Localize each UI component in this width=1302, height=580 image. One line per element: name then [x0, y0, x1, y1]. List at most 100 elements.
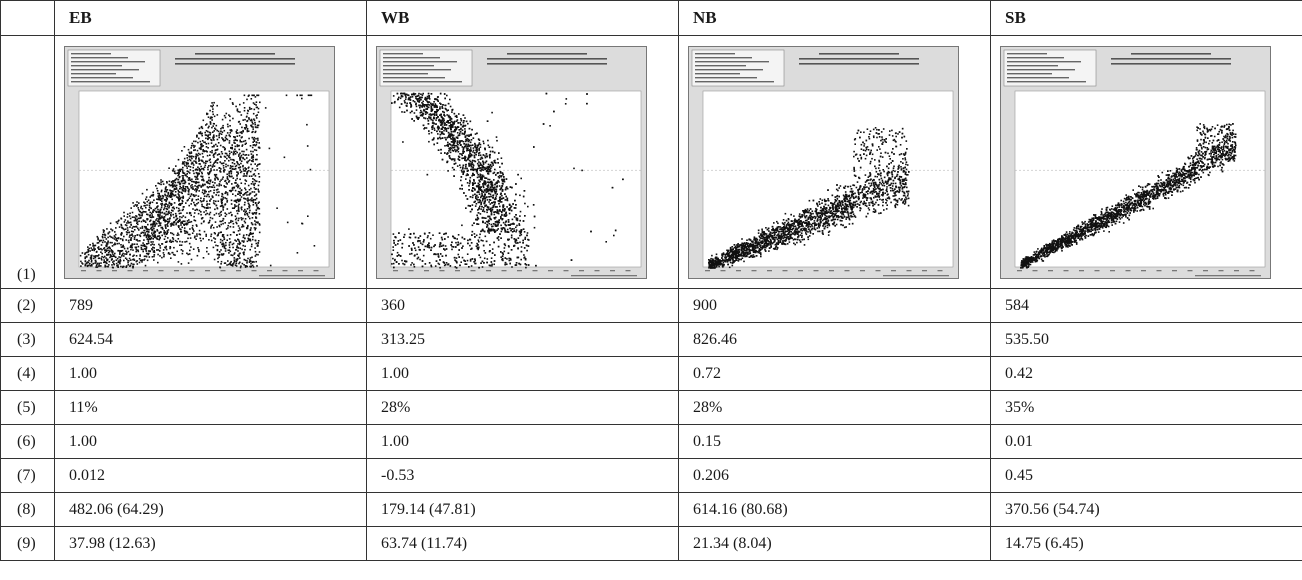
cell-nb: 0.72 — [678, 356, 991, 391]
row-label: (6) — [0, 424, 55, 459]
cell-wb: -0.53 — [366, 458, 679, 493]
axis-tick-mark — [517, 269, 522, 271]
axis-title-mark — [883, 274, 949, 276]
cell-nb: 900 — [678, 288, 991, 323]
axis-tick-mark — [298, 269, 303, 271]
axis-tick-mark — [1172, 269, 1177, 271]
axis-tick-mark — [720, 269, 726, 271]
header-row: EB WB NB SB — [0, 0, 1302, 36]
scatter-points — [79, 94, 316, 268]
axis-tick-mark — [96, 269, 102, 271]
row-label: (5) — [0, 390, 55, 425]
cell-eb: 37.98 (12.63) — [54, 526, 367, 561]
axis-tick-mark — [563, 269, 569, 271]
cell-nb: 21.34 (8.04) — [678, 526, 991, 561]
results-table: EB WB NB SB (1) (2) 789 360 900 — [0, 0, 1302, 561]
axis-tick-mark — [393, 269, 398, 271]
axis-tick-mark — [236, 269, 241, 271]
axis-tick-mark — [1234, 269, 1239, 271]
col-header-sb: SB — [990, 0, 1302, 36]
cell-sb: 584 — [990, 288, 1302, 323]
scatter-points — [391, 92, 624, 269]
table-row-2: (2) 789 360 900 584 — [0, 288, 1302, 323]
cell-sb: 0.01 — [990, 424, 1302, 459]
cell-eb: 1.00 — [54, 424, 367, 459]
table-row-4: (4) 1.00 1.00 0.72 0.42 — [0, 356, 1302, 391]
plot-area — [1014, 90, 1266, 267]
axis-tick-mark — [1187, 269, 1193, 271]
scatter-points — [708, 126, 910, 269]
cell-wb: 1.00 — [366, 424, 679, 459]
axis-tick-mark — [158, 269, 164, 271]
plot-area — [702, 90, 954, 267]
row-label: (1) — [0, 35, 55, 289]
axis-tick-mark — [844, 269, 850, 271]
plot-cell-nb — [678, 35, 991, 289]
axis-tick-mark — [1063, 269, 1069, 271]
axis-title-mark — [1195, 274, 1261, 276]
row-label: (7) — [0, 458, 55, 493]
cell-sb: 0.45 — [990, 458, 1302, 493]
axis-tick-mark — [1079, 269, 1084, 271]
axis-tick-mark — [1156, 269, 1162, 271]
cell-sb: 35% — [990, 390, 1302, 425]
axis-tick-mark — [174, 269, 179, 271]
axis-tick-mark — [455, 269, 460, 271]
axis-tick-mark — [579, 269, 584, 271]
axis-tick-mark — [875, 269, 881, 271]
axis-tick-mark — [1125, 269, 1131, 271]
cell-wb: 1.00 — [366, 356, 679, 391]
table-row-7: (7) 0.012 -0.53 0.206 0.45 — [0, 458, 1302, 493]
axis-tick-mark — [829, 269, 834, 271]
cell-wb: 179.14 (47.81) — [366, 492, 679, 527]
axis-tick-mark — [112, 269, 117, 271]
axis-tick-mark — [501, 269, 507, 271]
cell-nb: 826.46 — [678, 322, 991, 357]
cell-nb: 28% — [678, 390, 991, 425]
axis-tick-mark — [439, 269, 445, 271]
axis-tick-mark — [486, 269, 491, 271]
scatter-plot-wb — [376, 45, 647, 279]
col-header-eb: EB — [54, 0, 367, 36]
cell-wb: 313.25 — [366, 322, 679, 357]
cell-sb: 370.56 (54.74) — [990, 492, 1302, 527]
axis-tick-mark — [594, 269, 600, 271]
plot-cell-eb — [54, 35, 367, 289]
axis-tick-mark — [424, 269, 429, 271]
axis-tick-mark — [1203, 269, 1208, 271]
cell-eb: 0.012 — [54, 458, 367, 493]
axis-tick-mark — [532, 269, 538, 271]
plot-legend-box — [67, 49, 295, 86]
axis-title-mark — [259, 274, 325, 276]
axis-title-mark — [571, 274, 637, 276]
cell-sb: 0.42 — [990, 356, 1302, 391]
axis-tick-mark — [736, 269, 741, 271]
axis-tick-mark — [798, 269, 803, 271]
axis-tick-mark — [1141, 269, 1146, 271]
scatter-plot-nb — [688, 45, 959, 279]
table-row-5: (5) 11% 28% 28% 35% — [0, 390, 1302, 425]
plot-legend-box — [379, 49, 607, 86]
cell-eb: 1.00 — [54, 356, 367, 391]
axis-tick-mark — [1017, 269, 1022, 271]
table-row-6: (6) 1.00 1.00 0.15 0.01 — [0, 424, 1302, 459]
axis-tick-mark — [408, 269, 414, 271]
axis-tick-mark — [813, 269, 819, 271]
row-label: (3) — [0, 322, 55, 357]
axis-tick-mark — [205, 269, 210, 271]
cell-nb: 614.16 (80.68) — [678, 492, 991, 527]
axis-tick-mark — [1249, 269, 1255, 271]
cell-wb: 63.74 (11.74) — [366, 526, 679, 561]
axis-tick-mark — [610, 269, 615, 271]
axis-tick-mark — [251, 269, 257, 271]
axis-tick-mark — [625, 269, 631, 271]
axis-tick-mark — [860, 269, 865, 271]
col-header-nb: NB — [678, 0, 991, 36]
axis-tick-mark — [751, 269, 757, 271]
axis-tick-mark — [922, 269, 927, 271]
axis-tick-mark — [127, 269, 133, 271]
plot-cell-sb — [990, 35, 1302, 289]
axis-tick-mark — [143, 269, 148, 271]
axis-tick-mark — [705, 269, 710, 271]
corner-cell — [0, 0, 55, 36]
